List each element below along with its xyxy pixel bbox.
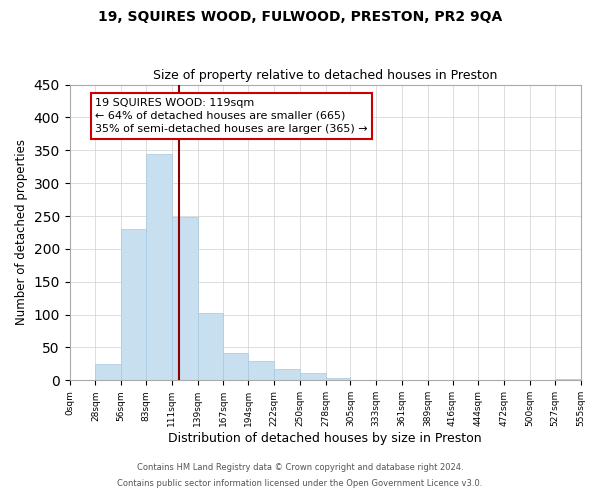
Bar xyxy=(95,364,121,380)
Bar xyxy=(121,229,146,380)
Text: 19, SQUIRES WOOD, FULWOOD, PRESTON, PR2 9QA: 19, SQUIRES WOOD, FULWOOD, PRESTON, PR2 … xyxy=(98,10,502,24)
Bar xyxy=(326,378,350,380)
Text: Contains HM Land Registry data © Crown copyright and database right 2024.: Contains HM Land Registry data © Crown c… xyxy=(137,464,463,472)
Bar xyxy=(555,379,581,380)
Bar xyxy=(223,354,248,380)
Bar xyxy=(172,218,197,380)
Text: 19 SQUIRES WOOD: 119sqm
← 64% of detached houses are smaller (665)
35% of semi-d: 19 SQUIRES WOOD: 119sqm ← 64% of detache… xyxy=(95,98,368,134)
Bar xyxy=(248,360,274,380)
Bar xyxy=(274,369,300,380)
Title: Size of property relative to detached houses in Preston: Size of property relative to detached ho… xyxy=(153,69,497,82)
X-axis label: Distribution of detached houses by size in Preston: Distribution of detached houses by size … xyxy=(168,432,482,445)
Text: Contains public sector information licensed under the Open Government Licence v3: Contains public sector information licen… xyxy=(118,478,482,488)
Y-axis label: Number of detached properties: Number of detached properties xyxy=(15,140,28,326)
Bar xyxy=(300,373,326,380)
Bar xyxy=(197,312,223,380)
Bar xyxy=(146,154,172,380)
